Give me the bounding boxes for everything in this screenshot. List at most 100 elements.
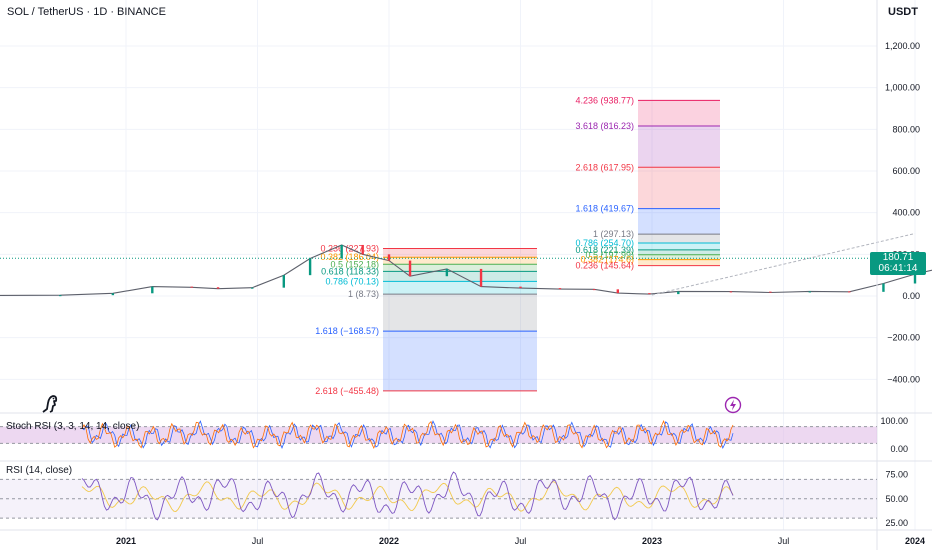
fib-level-label: 2.618 (617.95) bbox=[575, 162, 634, 172]
fib-level-label: 1.618 (−168.57) bbox=[315, 326, 379, 336]
fib-level-label: 0.618 (221.39) bbox=[575, 245, 634, 255]
fib-zone bbox=[638, 254, 720, 260]
fib-zone bbox=[638, 100, 720, 126]
price-tag: 180.71 06:41:14 bbox=[870, 252, 926, 275]
fib-zone bbox=[638, 249, 720, 255]
rsi-axis-tick: 50.00 bbox=[885, 494, 908, 504]
fib-zone bbox=[383, 248, 537, 258]
rsi-line bbox=[81, 471, 734, 521]
rsi-ma-line bbox=[81, 481, 734, 512]
price-axis-tick: −400.00 bbox=[887, 374, 920, 384]
candle bbox=[648, 293, 651, 295]
time-axis-tick: Jul bbox=[778, 536, 790, 546]
candle bbox=[729, 291, 733, 293]
fib-level-label: 0.786 (70.13) bbox=[325, 276, 379, 286]
fib-level-label: 1.618 (419.67) bbox=[575, 204, 634, 214]
candle bbox=[282, 275, 285, 288]
time-axis-tick: 2021 bbox=[116, 536, 136, 546]
stoch-axis-tick: 100.00 bbox=[880, 416, 908, 426]
price-axis-tick: 400.00 bbox=[892, 208, 920, 218]
price-axis-tick: 600.00 bbox=[892, 166, 920, 176]
stoch-rsi-label[interactable]: Stoch RSI (3, 3, 14, 14, close) bbox=[6, 421, 140, 432]
candle bbox=[151, 286, 154, 294]
fib-retracement-left: 0.236 (227.93)0.382 (186.04)0.5 (152.18)… bbox=[315, 244, 537, 396]
rsi-axis-tick: 25.00 bbox=[885, 518, 908, 528]
candle bbox=[882, 283, 885, 292]
rsi-pane: 75.00 50.00 25.00 bbox=[0, 470, 908, 528]
candle bbox=[408, 260, 412, 277]
candle bbox=[479, 268, 483, 287]
fib-level-label: 0.382 (174.6) bbox=[580, 255, 634, 265]
tradingview-logo-icon[interactable] bbox=[41, 393, 63, 415]
fib-level-label: 1 (297.13) bbox=[593, 229, 634, 239]
fib-zone bbox=[638, 234, 720, 243]
candle bbox=[251, 287, 254, 289]
fib-level-label: 4.236 (938.77) bbox=[575, 95, 634, 105]
fib-level-label: 2.618 (−455.48) bbox=[315, 386, 379, 396]
candle bbox=[445, 268, 449, 277]
candle bbox=[616, 289, 620, 294]
stoch-axis-tick: 0.00 bbox=[890, 444, 908, 454]
candle bbox=[677, 291, 680, 295]
current-price: 180.71 bbox=[882, 252, 914, 263]
time-axis-tick: 2024 bbox=[905, 536, 925, 546]
symbol-title[interactable]: SOL / TetherUS · 1D · BINANCE bbox=[7, 6, 166, 18]
candle bbox=[216, 287, 220, 289]
price-axis-tick: 1,200.00 bbox=[885, 41, 920, 51]
fib-zone bbox=[383, 281, 537, 295]
fib-level-label: 0.382 (186.04) bbox=[320, 252, 379, 262]
fib-zone bbox=[638, 259, 720, 266]
fib-extension-right: 4.236 (938.77) 3.618 (816.23) 2.618 (617.9… bbox=[575, 95, 720, 271]
fib-zone bbox=[383, 271, 537, 282]
candle bbox=[592, 289, 596, 291]
time-axis-tick: 2023 bbox=[642, 536, 662, 546]
fib-zone bbox=[638, 125, 720, 168]
candle bbox=[769, 291, 772, 293]
candle bbox=[111, 293, 115, 296]
candle bbox=[848, 291, 851, 293]
price-series bbox=[0, 244, 932, 297]
lightning-bolt-icon[interactable] bbox=[724, 396, 742, 414]
candle bbox=[59, 295, 62, 297]
candle bbox=[558, 288, 562, 290]
candle bbox=[519, 286, 522, 289]
fib-level-label: 0.5 (152.18) bbox=[330, 259, 379, 269]
candle bbox=[190, 286, 193, 288]
fib-level-label: 1 (8.73) bbox=[348, 289, 379, 299]
stoch-d-line bbox=[81, 420, 734, 450]
candle bbox=[361, 244, 364, 255]
stoch-rsi-pane: 100.00 0.00 bbox=[0, 416, 908, 454]
candle bbox=[808, 291, 811, 293]
candle bbox=[387, 254, 391, 261]
price-axis-tick: −200.00 bbox=[887, 333, 920, 343]
fib-level-label: 0.236 (145.64) bbox=[575, 261, 634, 271]
fib-zone bbox=[383, 294, 537, 332]
fib-zone bbox=[383, 264, 537, 272]
time-axis: 2021Jul2022Jul2023Jul2024Jul2025Jul2026J… bbox=[116, 536, 925, 546]
fib-level-label: 3.618 (816.23) bbox=[575, 121, 634, 131]
time-axis-tick: Jul bbox=[252, 536, 264, 546]
bar-countdown: 06:41:14 bbox=[878, 263, 918, 274]
price-axis-tick: 800.00 bbox=[892, 124, 920, 134]
price-axis: 1,200.001,000.00800.00600.00400.00200.00… bbox=[885, 41, 920, 384]
price-axis-tick: 1,000.00 bbox=[885, 83, 920, 93]
fib-level-label: 0.618 (118.33) bbox=[321, 266, 379, 276]
price-axis-tick: 0.00 bbox=[902, 291, 920, 301]
rsi-label[interactable]: RSI (14, close) bbox=[6, 465, 73, 476]
candle bbox=[913, 274, 917, 284]
time-axis-tick: Jul bbox=[515, 536, 527, 546]
candle bbox=[308, 258, 312, 276]
fib-zone bbox=[383, 331, 537, 391]
candle bbox=[340, 244, 343, 259]
fib-zone bbox=[638, 208, 720, 235]
fib-level-label: 0.5 (197.99) bbox=[585, 250, 634, 260]
stoch-k-line bbox=[81, 420, 734, 450]
fib-zone bbox=[638, 167, 720, 209]
fib-zone bbox=[638, 242, 720, 250]
time-axis-tick: 2022 bbox=[379, 536, 399, 546]
currency-label[interactable]: USDT bbox=[888, 6, 918, 18]
fib-zone bbox=[383, 257, 537, 265]
rsi-axis-tick: 75.00 bbox=[885, 470, 908, 480]
fib-level-label: 0.786 (254.70) bbox=[575, 238, 634, 248]
